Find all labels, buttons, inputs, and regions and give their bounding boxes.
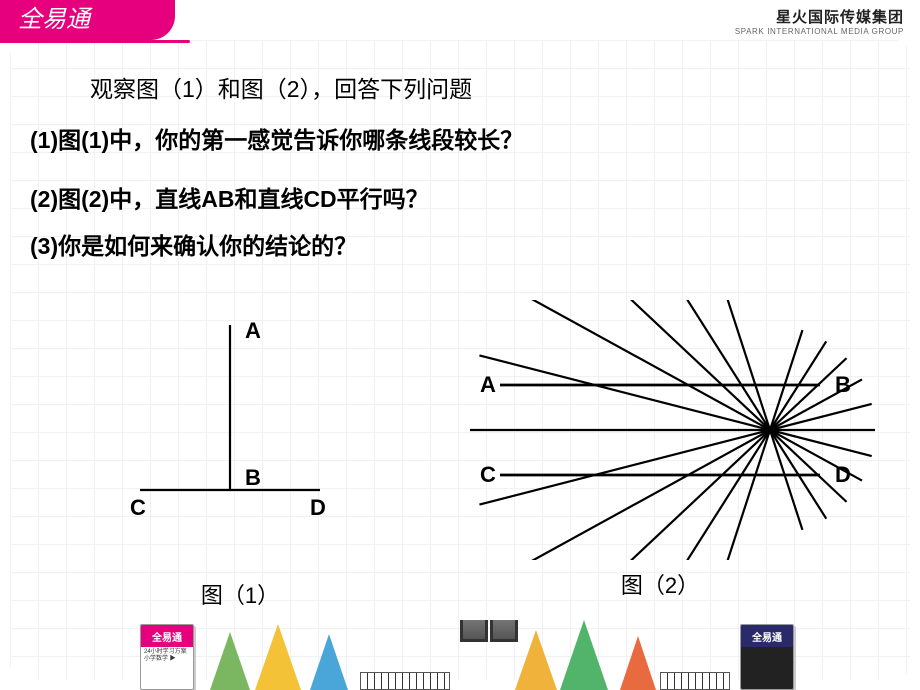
content-area: 观察图（1）和图（2），回答下列问题 (1)图(1)中，你的第一感觉告诉你哪条线… [30, 70, 890, 274]
figure-1-svg: A B C D [110, 310, 370, 560]
book-right-icon: 全易通 [740, 624, 794, 690]
deco-ruler-icon [360, 672, 450, 690]
company-name-en: SPARK INTERNATIONAL MEDIA GROUP [735, 27, 904, 36]
deco-triangle-icon [560, 620, 608, 690]
figure-2-caption: 图（2） [420, 568, 900, 600]
header-bar: 全易通 + 星火国际传媒集团 SPARK INTERNATIONAL MEDIA… [0, 0, 920, 44]
brand-badge: 全易通 [0, 0, 175, 40]
svg-text:B: B [245, 465, 261, 490]
deco-clip-icon [460, 620, 488, 642]
deco-ruler-icon [660, 672, 730, 690]
figure-2: A B C D 图（2） [420, 300, 900, 600]
question-2: (2)图(2)中，直线AB和直线CD平行吗？ [30, 180, 890, 219]
intro-text: 观察图（1）和图（2），回答下列问题 [90, 70, 890, 109]
question-1: (1)图(1)中，你的第一感觉告诉你哪条线段较长？ [30, 121, 890, 160]
brand-underline [0, 40, 190, 43]
company-name-cn: 星火国际传媒集团 [735, 6, 904, 27]
figures-area: ABCD 图（1） ABCD 图（2） [40, 310, 880, 620]
figure-2-svg: A B C D [420, 300, 890, 560]
brand-logo-icon: 全易通 [18, 5, 148, 35]
svg-text:C: C [130, 495, 146, 520]
deco-clip-icon [490, 620, 518, 642]
svg-text:D: D [835, 462, 851, 487]
brand-plus-icon: + [160, 4, 171, 25]
deco-triangle-icon [255, 624, 301, 690]
deco-triangle-icon [515, 630, 557, 690]
company-block: 星火国际传媒集团 SPARK INTERNATIONAL MEDIA GROUP [735, 6, 904, 36]
deco-triangle-icon [620, 636, 656, 690]
svg-text:全易通: 全易通 [18, 6, 93, 33]
question-3: (3)你是如何来确认你的结论的？ [30, 227, 890, 266]
figure-1-caption: 图（1） [110, 578, 370, 610]
deco-triangle-icon [210, 632, 250, 690]
bottom-decoration: 全易通24小时学习方案小学数学 ▶ 全易通 [0, 620, 920, 690]
svg-text:C: C [480, 462, 496, 487]
svg-text:D: D [310, 495, 326, 520]
book-left-icon: 全易通24小时学习方案小学数学 ▶ [140, 624, 194, 690]
svg-text:A: A [480, 372, 496, 397]
figure-1: A B C D 图（1） [110, 310, 370, 610]
svg-text:B: B [835, 372, 851, 397]
deco-triangle-icon [310, 634, 348, 690]
svg-text:A: A [245, 318, 261, 343]
